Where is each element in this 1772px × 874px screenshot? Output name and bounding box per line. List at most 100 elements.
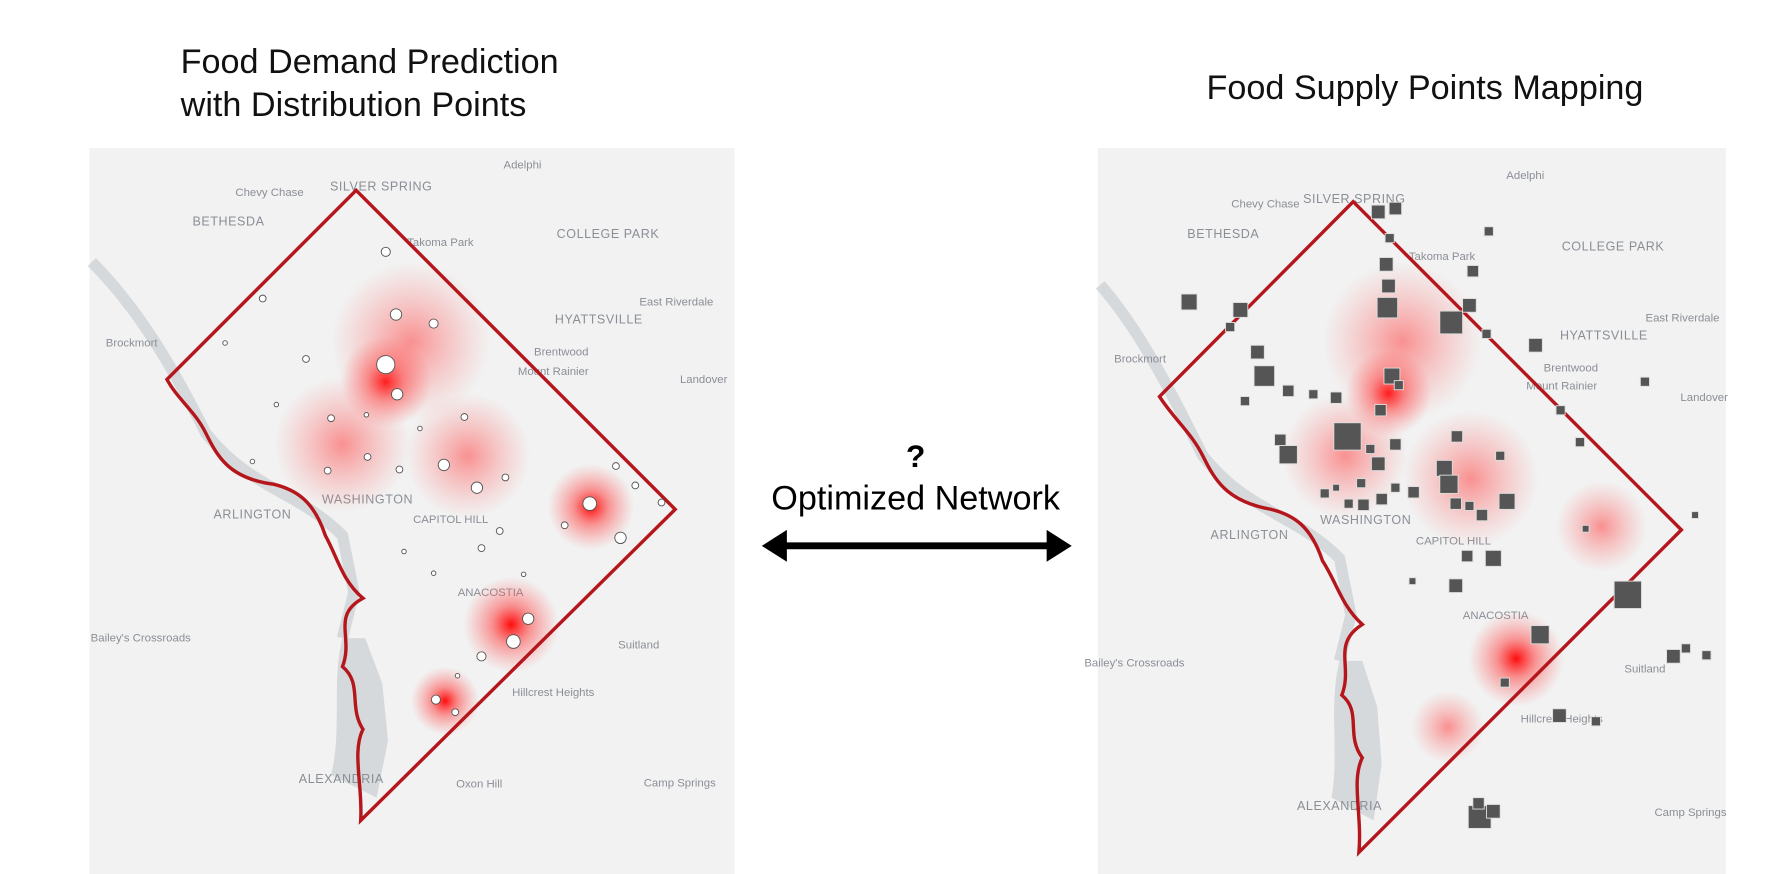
supply-point [1498,492,1516,510]
distribution-point [522,612,535,625]
heat-area [1411,690,1485,764]
distribution-point [470,481,484,494]
left-title: Food Demand Prediction [181,43,559,81]
river [1331,660,1382,821]
arrow-head [1046,529,1072,562]
supply-point [1357,498,1370,511]
supply-point [1389,438,1402,451]
map-label: Chevy Chase [235,187,303,199]
map-label: Mount Rainier [1526,381,1597,393]
right-map: SILVER SPRING Takoma Park COLLEGE PARK Adel… [1084,148,1728,874]
map-label: East Riverdale [1646,312,1720,324]
supply-point [1460,549,1474,563]
supply-point [1375,492,1388,506]
map-label: Suitland [1624,663,1665,675]
supply-point [1581,524,1590,533]
distribution-point [428,318,439,329]
map-label: Landover [1680,392,1728,404]
supply-point [1484,549,1502,567]
connector: ? Optimized Network [761,438,1072,562]
distribution-point [476,651,487,662]
map-label: Brentwood [1544,362,1598,374]
distribution-point [614,531,627,544]
distribution-point [657,498,666,507]
supply-point [1408,577,1417,586]
distribution-point [258,294,267,303]
supply-point [1319,488,1330,499]
supply-point [1555,405,1566,416]
map-label: Suitland [618,639,659,651]
map-label: Takoma Park [407,237,474,249]
distribution-point [389,308,403,321]
map-label: Camp Springs [1654,807,1726,819]
map-label: Landover [680,374,728,386]
supply-point [1499,677,1510,688]
supply-point [1466,265,1479,278]
supply-point [1390,482,1401,493]
supply-point [1232,302,1249,318]
supply-point [1439,310,1464,335]
map-label: Bailey's Crossroads [91,633,191,645]
distribution-point [612,462,620,470]
distribution-point [327,414,335,423]
supply-point [1253,365,1276,387]
map-label: Camp Springs [644,777,716,789]
boundary [1157,199,1684,857]
distribution-point [495,527,504,535]
heat-area [1402,410,1539,547]
river [331,638,389,798]
supply-point [1365,443,1376,454]
distribution-point [395,465,404,474]
supply-point [1393,380,1404,391]
distribution-point [430,570,437,576]
supply-point [1356,478,1367,489]
supply-point [1475,508,1489,522]
heat-area [405,393,531,519]
map-label: Hillcrest Heights [512,687,594,699]
supply-point [1333,422,1362,451]
distribution-point [376,355,396,375]
supply-point [1483,226,1494,237]
distribution-point [460,413,469,421]
supply-point [1449,497,1462,510]
question-mark: ? [906,438,925,474]
heat-area [331,262,491,422]
map-label: COLLEGE PARK [557,227,660,241]
map-label: Oxon Hill [456,778,502,790]
supply-point [1308,389,1319,400]
heat-area [1322,262,1482,422]
supply-point [1343,498,1354,509]
heat-area [410,666,480,735]
map-label: Brentwood [534,347,588,359]
distribution-point [560,521,569,530]
supply-point [1329,391,1343,404]
supply-point [1462,298,1477,313]
map-label: SILVER SPRING [1303,192,1405,206]
map-label: Takoma Park [1409,251,1476,263]
supply-point [1613,580,1642,609]
supply-point [1435,459,1453,477]
supply-point [1574,437,1585,448]
distribution-point [323,466,332,475]
left-title: with Distribution Points [180,86,527,124]
heat-area [274,376,411,513]
supply-point [1472,797,1485,810]
map-label: Adelphi [504,160,542,172]
supply-point [1370,204,1386,220]
distribution-point [520,571,527,578]
supply-point [1407,486,1420,499]
map-label: Adelphi [1506,170,1544,182]
distribution-point [437,458,451,472]
map-label: ALEXANDRIA [1297,799,1382,813]
supply-point [1495,450,1506,461]
supply-point [1225,322,1236,333]
map-label: Chevy Chase [1231,198,1299,210]
map-label: Brockmort [106,337,159,349]
distribution-point [451,708,460,717]
supply-point [1378,257,1394,272]
supply-point [1332,483,1340,492]
map-background [89,148,735,874]
map-label: BETHESDA [192,215,264,229]
distribution-point [249,458,256,465]
